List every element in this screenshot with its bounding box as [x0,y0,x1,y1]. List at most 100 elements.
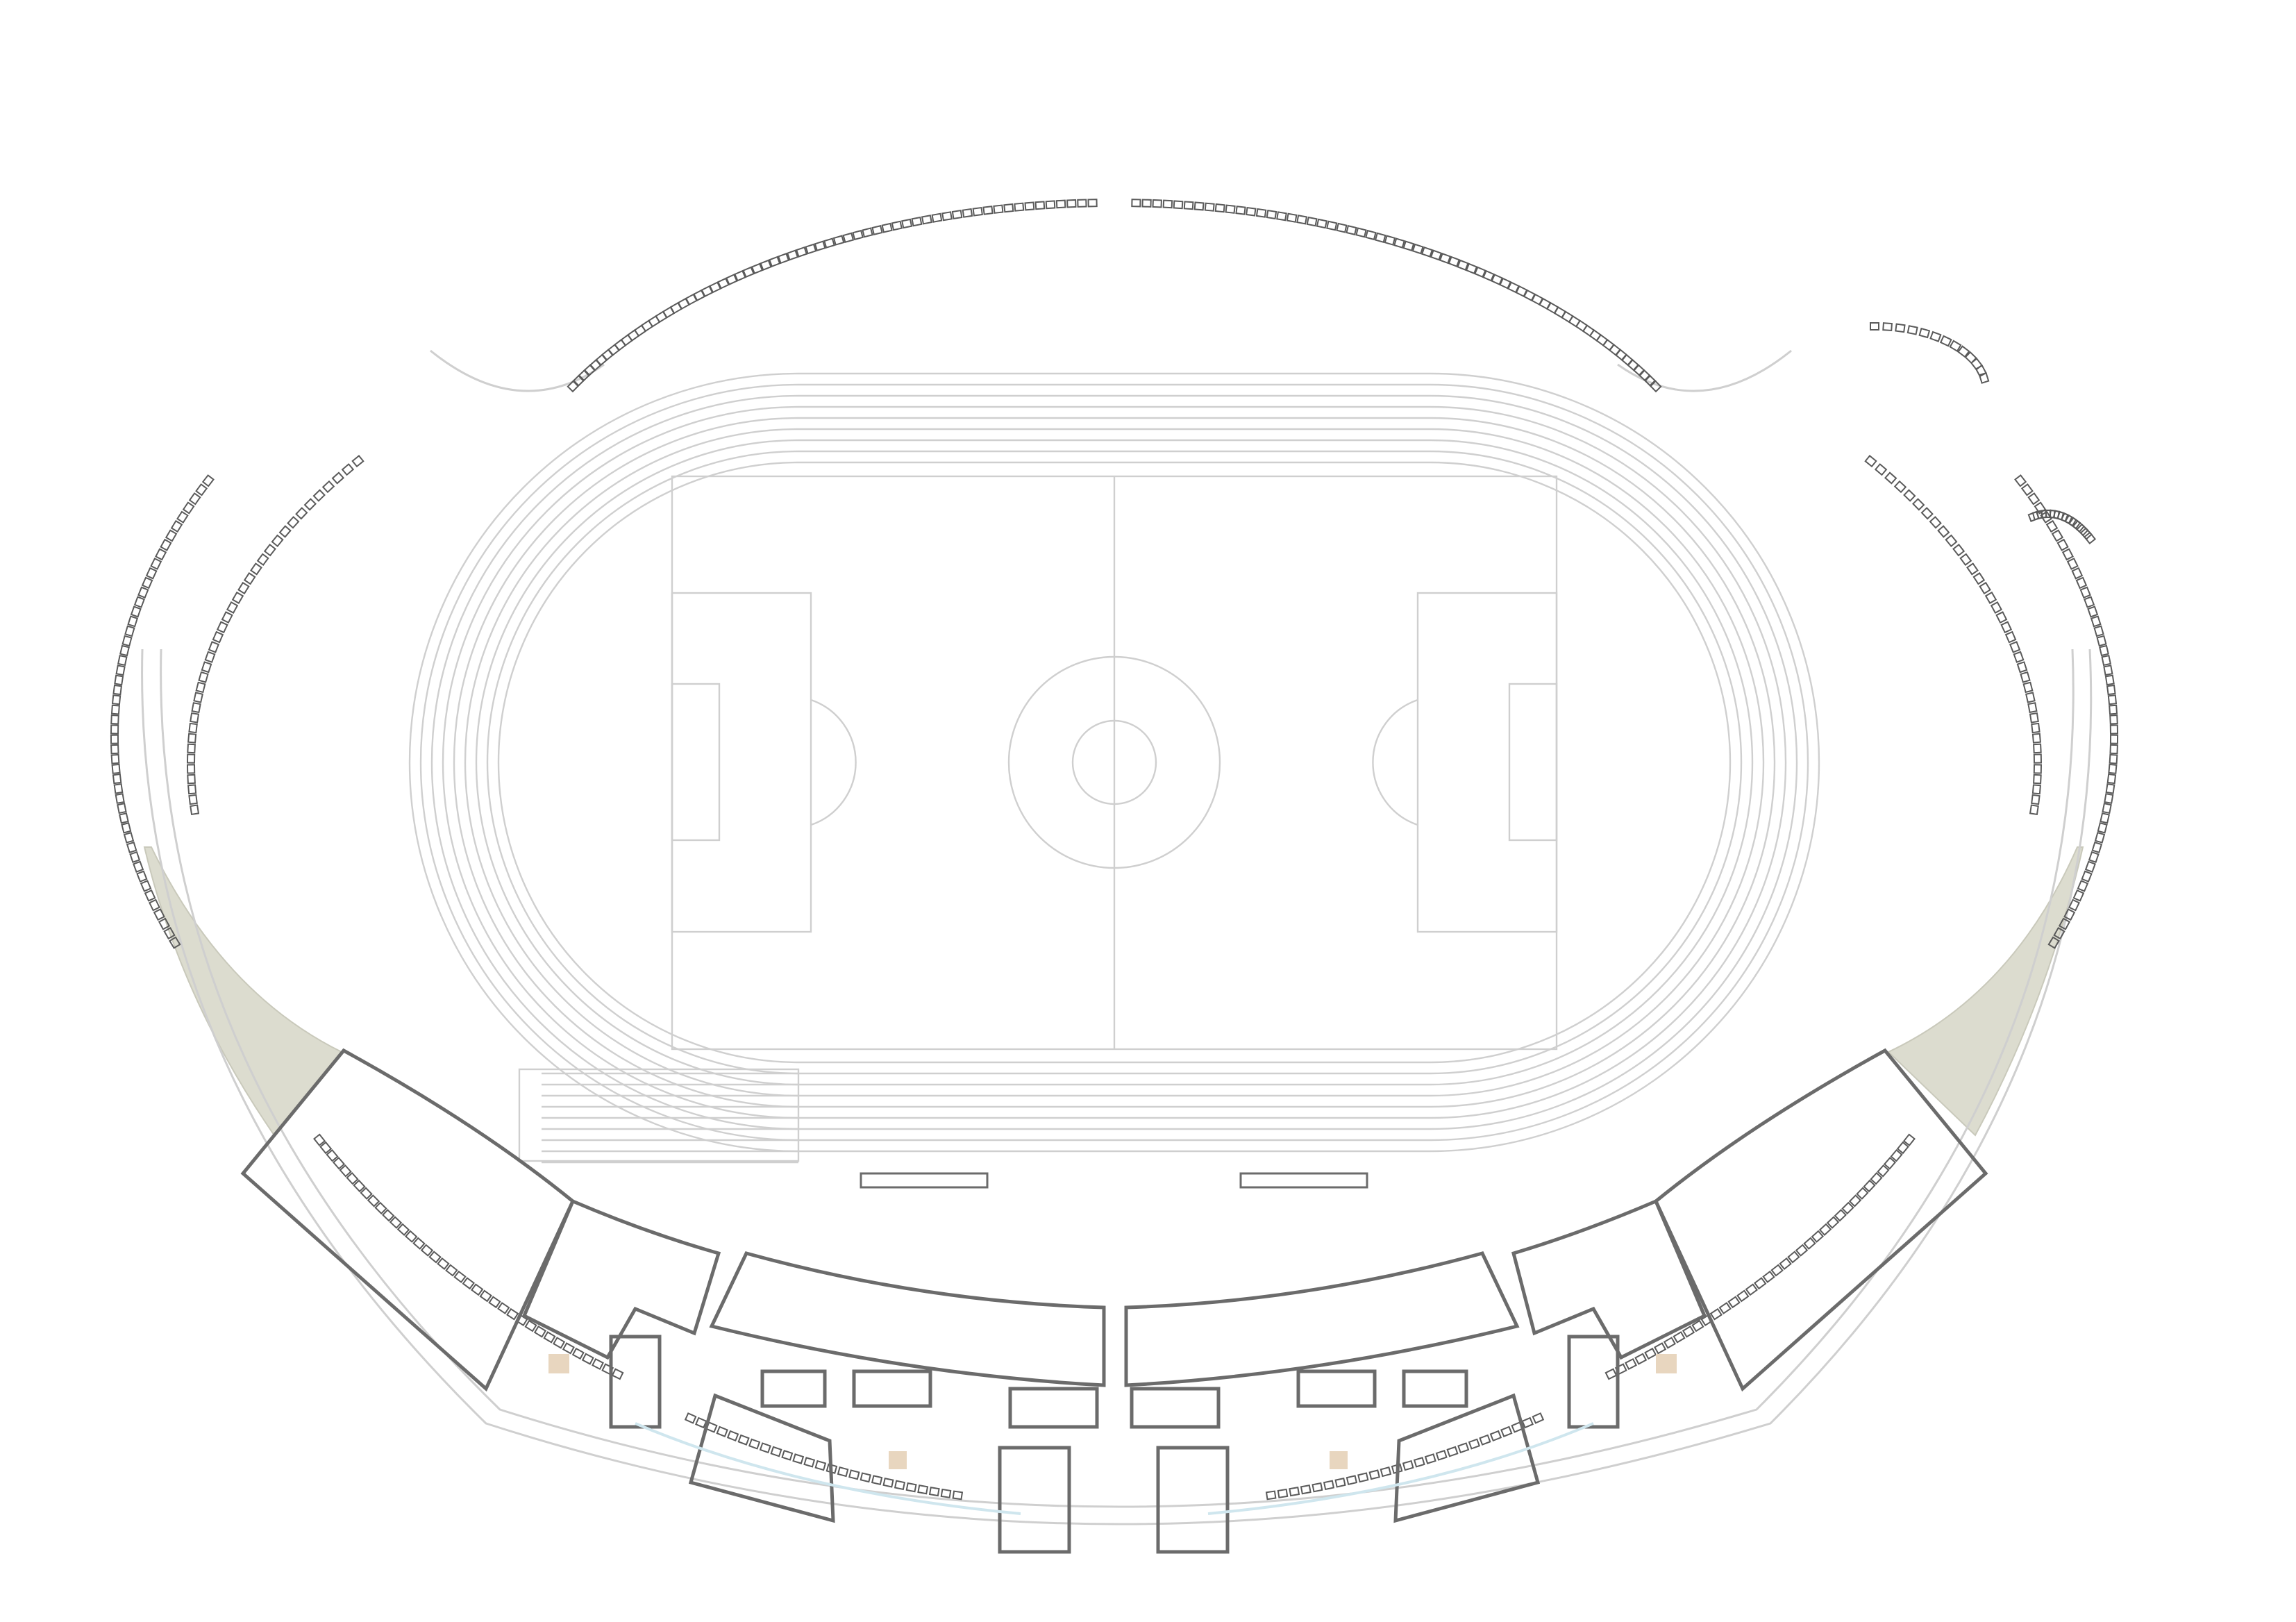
seat-north-east [1162,199,1173,209]
seat-south-east [1818,1223,1832,1236]
seat-south-centre-west [803,1457,816,1468]
seat-west-outer [121,822,132,834]
seat-north-east [1235,206,1246,215]
seat-east-outer [2097,822,2108,834]
seat-south-west [420,1244,434,1257]
seat-north-west [871,225,883,235]
centre-mark-ring [1071,719,1157,805]
seat-west-inner [187,733,197,744]
seat-north-east [1266,210,1277,219]
seat-east-inner [1893,480,1907,494]
seat-south-centre-east [1289,1487,1300,1497]
seat-east-outer [2077,880,2089,892]
seat-south-east [1770,1264,1784,1277]
seat-south-east [1795,1244,1809,1257]
seat-north-east [1474,266,1486,278]
seat-north-west [852,229,864,241]
seat-west-outer [110,753,120,764]
seat-north-west [842,232,855,243]
accent-wood-2 [889,1451,907,1469]
north-curve-west [430,349,605,392]
seat-west-outer [170,519,183,533]
seat-east-inner [1945,534,1958,548]
seat-west-outer [113,783,124,794]
seat-east-strip [2083,531,2097,545]
seat-west-inner [193,692,203,703]
seat-east-outer [2047,936,2060,949]
seat-east-outer [2051,529,2064,542]
seat-north-east [1141,199,1152,208]
seat-north-east-strip [1918,327,1931,339]
seat-west-outer [201,474,215,487]
seat-south-centre-west [781,1450,794,1461]
seat-north-east [1225,204,1236,214]
seat-north-east [1620,353,1634,367]
seat-east-outer [2104,674,2115,686]
seat-south-east [1870,1171,1883,1185]
seat-west-outer [150,558,162,570]
seat-north-west [627,329,640,342]
seat-west-inner [188,794,198,805]
seat-south-centre-east [1380,1466,1392,1478]
seat-south-west [396,1223,410,1236]
seat-north-east [1465,262,1478,275]
seat-north-east [1336,222,1348,233]
seat-north-west [921,215,932,225]
seat-north-west [786,249,799,261]
seat-north-west [891,220,903,231]
seat-south-centre-west [770,1446,782,1457]
seat-south-west [524,1319,537,1332]
seat-east-inner [2031,794,2041,805]
seat-north-east [1193,201,1205,211]
seat-north-east [1214,203,1225,213]
seat-east-outer [2075,576,2088,590]
seat-east-outer [2101,655,2112,667]
seat-south-west [339,1164,352,1178]
seat-east-inner [2033,774,2042,785]
seat-south-centre-east [1323,1480,1335,1491]
seat-east-strip [2076,523,2089,537]
seat-south-centre-west [917,1485,929,1495]
seat-east-outer [2106,773,2117,785]
seat-south-east [1634,1353,1648,1365]
seat-west-outer [111,694,121,705]
seat-north-east [1627,358,1640,371]
seat-north-east [1448,256,1460,267]
seat-north-west [1014,202,1025,212]
seat-north-east [1457,259,1469,271]
seat-north-east [1608,343,1622,357]
seat-south-west [404,1230,418,1243]
seat-east-inner [1984,591,1997,604]
seat-west-outer [165,529,178,542]
seat-north-west [777,253,790,265]
seat-south-west [462,1277,475,1290]
centre-circle [1007,655,1221,869]
seat-west-inner [187,774,196,785]
seat-south-east [1779,1257,1792,1271]
seat-north-east [1326,220,1338,231]
outer-arc-inner [160,649,2075,1508]
seat-north-west [1055,199,1066,209]
seat-south-east [1848,1194,1862,1207]
seat-east-outer [2096,635,2107,647]
stand-tier-east-inner [1511,1198,1707,1360]
seat-west-inner [237,581,250,595]
seat-west-outer [114,674,124,686]
seat-west-inner [216,621,228,634]
seat-south-east [1682,1326,1695,1338]
seat-east-inner [2013,651,2025,663]
seat-south-east [1604,1368,1618,1380]
seat-south-centre-east [1489,1430,1502,1442]
seat-north-west [760,259,772,271]
seat-south-centre-west [940,1488,952,1498]
seat-north-west [648,315,661,328]
seat-east-inner [2000,621,2013,634]
seat-south-centre-west [792,1453,805,1464]
seat-west-inner [287,516,300,529]
seat-south-east [1902,1133,1916,1146]
seat-south-west [326,1148,339,1162]
seat-east-outer [2056,538,2069,551]
seat-east-inner [1912,498,1925,511]
core-west-a [760,1369,827,1408]
seat-east-outer [2066,558,2079,570]
